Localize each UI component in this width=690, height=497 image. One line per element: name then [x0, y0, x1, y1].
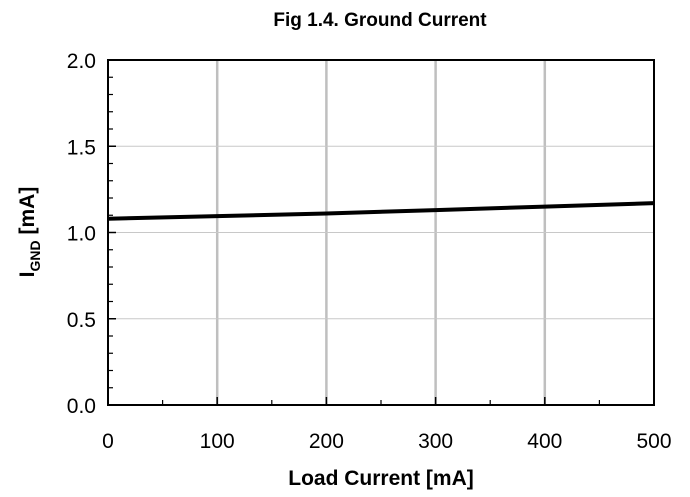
x-tick-label: 100 [200, 430, 235, 453]
y-axis-ticks: 0.0 0.5 1.0 1.5 2.0 [67, 50, 116, 418]
x-tick-label: 0 [102, 430, 114, 453]
y-axis-label: IGND [mA] [16, 187, 43, 278]
grid [108, 60, 654, 405]
y-tick-label: 0.0 [67, 395, 96, 418]
x-tick-label: 300 [418, 430, 453, 453]
y-tick-label: 0.5 [67, 309, 96, 332]
series-line [107, 201, 655, 221]
series-layer [107, 201, 655, 221]
x-tick-label: 200 [309, 430, 344, 453]
y-axis-label-subscript: GND [27, 240, 43, 271]
y-axis-label-main: I [16, 271, 39, 277]
x-axis-ticks: 0 100 200 300 400 500 [102, 397, 672, 453]
y-tick-label: 1.5 [67, 136, 96, 159]
chart-title: Fig 1.4. Ground Current [273, 10, 487, 31]
y-tick-label: 1.0 [67, 223, 96, 246]
x-axis-label: Load Current [mA] [288, 467, 474, 490]
x-tick-label: 500 [636, 430, 671, 453]
x-tick-label: 400 [527, 430, 562, 453]
y-tick-label: 2.0 [67, 50, 96, 73]
y-axis-label-unit: [mA] [16, 187, 39, 241]
